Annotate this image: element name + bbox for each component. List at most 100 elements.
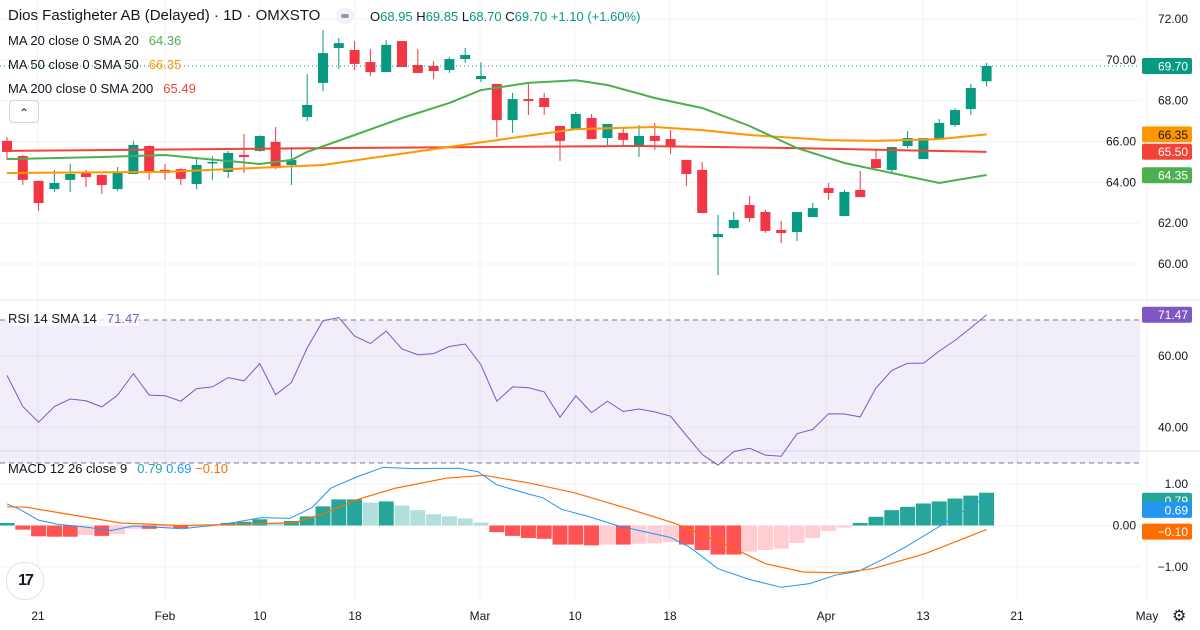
- macd-hist-value: 0.79: [137, 461, 163, 476]
- macd-histogram-bar: [726, 525, 742, 555]
- candle-body: [728, 219, 739, 229]
- macd-histogram-bar: [568, 525, 584, 545]
- macd-histogram-bar: [15, 525, 31, 530]
- price-tick-label: 68.00: [1158, 94, 1188, 108]
- candle-body: [223, 152, 234, 172]
- candle-body: [49, 182, 60, 190]
- macd-histogram-bar: [441, 516, 457, 526]
- candle-body: [776, 229, 787, 234]
- macd-histogram-bar: [46, 525, 62, 537]
- macd-signal-badge: −0.10: [1158, 525, 1189, 539]
- time-tick-label: May: [1136, 609, 1159, 623]
- macd-histogram-bar: [315, 506, 331, 526]
- legend-rsi[interactable]: RSI 14 SMA 14 71.47: [8, 311, 140, 326]
- macd-histogram-bar: [694, 525, 710, 550]
- candle-body: [981, 65, 992, 82]
- rsi-tick-label: 60.00: [1158, 349, 1188, 363]
- macd-histogram-bar: [979, 492, 995, 526]
- candle-body: [128, 144, 139, 174]
- macd-histogram-bar: [189, 525, 205, 527]
- close-price-badge: 69.70: [1158, 59, 1188, 73]
- macd-histogram-bar: [473, 522, 489, 526]
- macd-line-badge-bg: [1142, 501, 1192, 518]
- macd-histogram-bar: [915, 503, 931, 526]
- candle-body: [665, 139, 676, 148]
- price-tick-label: 60.00: [1158, 257, 1188, 271]
- time-tick-label: 10: [253, 609, 267, 623]
- time-tick-label: 10: [568, 609, 582, 623]
- ma50-badge: 66.35: [1158, 128, 1188, 142]
- macd-line-value: 0.69: [166, 461, 192, 476]
- candle-body: [397, 41, 407, 67]
- legend-macd[interactable]: MACD 12 26 close 9 0.79 0.69 −0.10: [8, 461, 228, 476]
- candle-body: [270, 141, 281, 169]
- ma200-value: 65.49: [163, 81, 196, 96]
- candle-body: [144, 146, 155, 172]
- candle-body: [681, 159, 692, 174]
- candle-body: [365, 62, 376, 73]
- close-label: C: [505, 9, 515, 24]
- candle-body: [286, 159, 297, 166]
- macd-histogram-bar: [410, 510, 426, 526]
- low-label: L: [461, 9, 470, 24]
- sma20-line: [6, 79, 987, 185]
- candle-body: [112, 171, 123, 190]
- time-tick-label: Feb: [155, 609, 176, 623]
- visibility-toggle-button[interactable]: [336, 8, 354, 24]
- collapse-legend-button[interactable]: ⌃: [9, 100, 39, 123]
- macd-histogram-bar: [852, 523, 868, 526]
- macd-histogram-bar: [884, 510, 900, 526]
- candle-body: [191, 165, 202, 184]
- candle-body: [934, 122, 945, 140]
- candle-body: [254, 136, 265, 151]
- candle-body: [302, 104, 313, 118]
- candle-body: [318, 53, 328, 83]
- candle-body: [460, 54, 471, 60]
- ohlc-readout: O68.95 H69.85 L68.70 C69.70 +1.10 (+1.60…: [370, 9, 640, 24]
- time-tick-label: 13: [916, 609, 930, 623]
- macd-histogram-bar: [331, 499, 347, 526]
- macd-histogram-bar: [789, 525, 805, 543]
- macd-line-badge: 0.69: [1165, 503, 1189, 517]
- symbol-title[interactable]: Dios Fastigheter AB (Delayed) · 1D · OMX…: [8, 7, 321, 24]
- macd-signal-line: [6, 474, 987, 574]
- macd-histogram-bar: [963, 495, 979, 526]
- macd-histogram-bar: [821, 525, 837, 531]
- open-label: O: [370, 9, 381, 24]
- ma20-badge-bg: [1142, 167, 1192, 184]
- macd-histogram-bar: [173, 525, 189, 528]
- price-tick-label: 72.00: [1158, 12, 1188, 26]
- macd-histogram-bar: [0, 523, 15, 526]
- ma50-badge-bg: [1142, 126, 1192, 143]
- high-value: 69.85: [425, 9, 459, 24]
- macd-histogram-bar: [552, 525, 568, 545]
- open-value: 68.95: [380, 9, 413, 24]
- macd-histogram-bar: [125, 525, 141, 529]
- rsi-badge-bg: [1142, 306, 1192, 323]
- legend-ma200[interactable]: MA 200 close 0 SMA 200 65.49: [8, 81, 196, 96]
- macd-histogram-bar: [157, 525, 173, 528]
- macd-histogram-bar: [268, 523, 284, 526]
- macd-label: MACD 12 26 close 9: [8, 461, 128, 476]
- candle-body: [555, 126, 565, 141]
- macd-histogram-bar: [489, 525, 505, 533]
- candle-body: [65, 173, 76, 180]
- candle-body: [491, 83, 502, 121]
- legend-ma50[interactable]: MA 50 close 0 SMA 50 66.35: [8, 57, 181, 72]
- tradingview-logo[interactable]: 17: [6, 562, 44, 600]
- macd-histogram-bar: [362, 502, 378, 526]
- macd-histogram-bar: [520, 525, 536, 538]
- price-tick-label: 70.00: [1106, 53, 1136, 67]
- macd-histogram-bar: [742, 525, 758, 552]
- logo-text: 17: [18, 572, 34, 589]
- time-tick-label: 18: [663, 609, 677, 623]
- macd-histogram-bar: [757, 525, 773, 550]
- legend-ma20[interactable]: MA 20 close 0 SMA 20 64.36: [8, 33, 181, 48]
- macd-histogram-bar: [378, 501, 394, 526]
- high-label: H: [416, 9, 426, 24]
- candle-body: [2, 140, 12, 152]
- settings-gear-icon[interactable]: ⚙: [1172, 608, 1187, 625]
- macd-tick-label: 1.00: [1165, 477, 1189, 491]
- candle-body: [918, 138, 929, 160]
